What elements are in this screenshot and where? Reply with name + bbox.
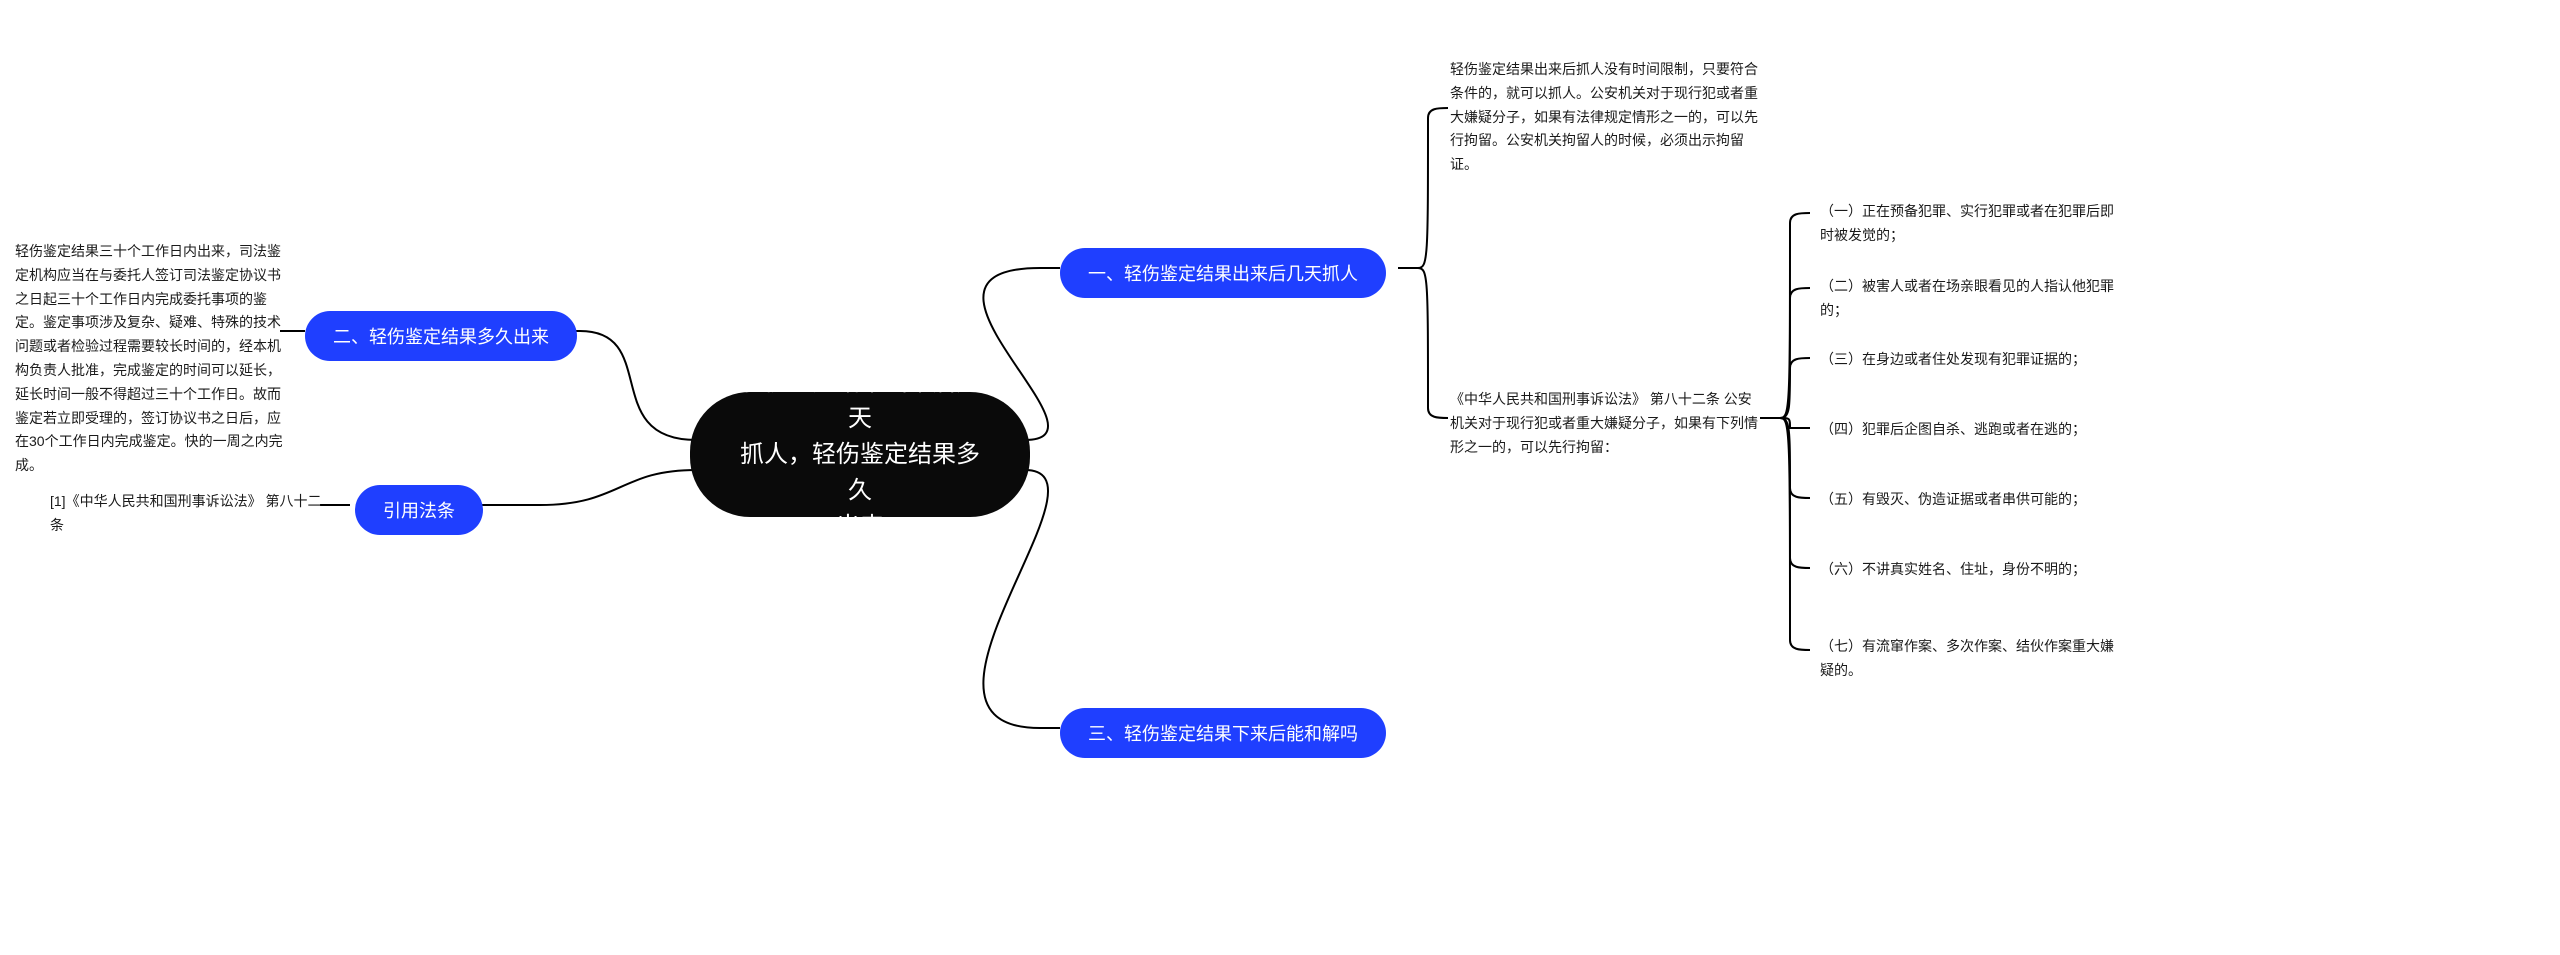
branch-1-item-6: （六）不讲真实姓名、住址，身份不明的； (1820, 558, 2120, 582)
branch-2-pill: 二、轻伤鉴定结果多久出来 (305, 311, 577, 361)
citation-label: 引用法条 (383, 497, 455, 523)
branch-1-item-1: （一）正在预备犯罪、实行犯罪或者在犯罪后即时被发觉的； (1820, 200, 2120, 248)
branch-1-item-5: （五）有毁灭、伪造证据或者串供可能的； (1820, 488, 2120, 512)
branch-2-label: 二、轻伤鉴定结果多久出来 (333, 323, 549, 349)
branch-2-note: 轻伤鉴定结果三十个工作日内出来，司法鉴定机构应当在与委托人签订司法鉴定协议书之日… (15, 240, 283, 478)
branch-1-note-2: 《中华人民共和国刑事诉讼法》 第八十二条 公安机关对于现行犯或者重大嫌疑分子，如… (1450, 388, 1760, 459)
branch-1-item-3: （三）在身边或者住处发现有犯罪证据的； (1820, 348, 2120, 372)
connectors (0, 0, 2560, 955)
branch-1-label: 一、轻伤鉴定结果出来后几天抓人 (1088, 260, 1358, 286)
citation-note: [1]《中华人民共和国刑事诉讼法》 第八十二条 (50, 490, 325, 538)
branch-1-item-7: （七）有流窜作案、多次作案、结伙作案重大嫌疑的。 (1820, 635, 2120, 683)
branch-3-pill: 三、轻伤鉴定结果下来后能和解吗 (1060, 708, 1386, 758)
branch-1-note-1: 轻伤鉴定结果出来后抓人没有时间限制，只要符合条件的，就可以抓人。公安机关对于现行… (1450, 58, 1760, 177)
branch-1-pill: 一、轻伤鉴定结果出来后几天抓人 (1060, 248, 1386, 298)
branch-1-item-2: （二）被害人或者在场亲眼看见的人指认他犯罪的； (1820, 275, 2120, 323)
root-node: 轻伤鉴定结果出来后几天 抓人，轻伤鉴定结果多久 出来 (690, 392, 1030, 517)
root-label: 轻伤鉴定结果出来后几天 抓人，轻伤鉴定结果多久 出来 (730, 365, 990, 545)
branch-3-label: 三、轻伤鉴定结果下来后能和解吗 (1088, 720, 1358, 746)
branch-1-item-4: （四）犯罪后企图自杀、逃跑或者在逃的； (1820, 418, 2120, 442)
citation-pill: 引用法条 (355, 485, 483, 535)
